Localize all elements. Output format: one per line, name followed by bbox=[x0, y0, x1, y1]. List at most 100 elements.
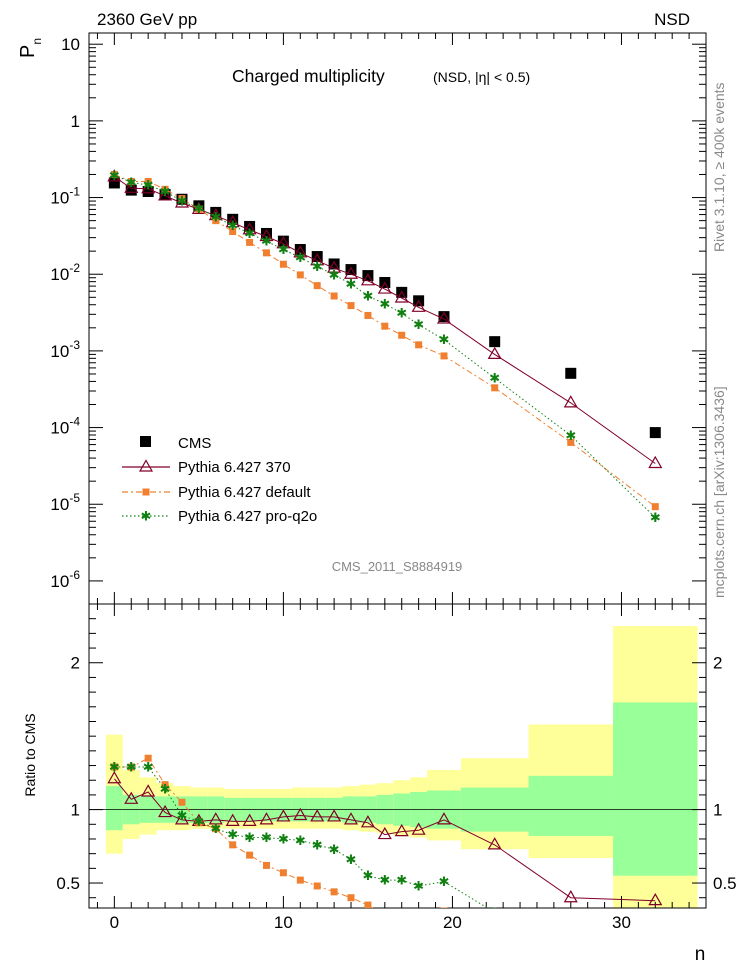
cms-data-point bbox=[311, 251, 323, 263]
ratio-data-point bbox=[411, 822, 426, 835]
mc-data-point bbox=[394, 290, 409, 303]
series-line bbox=[114, 176, 656, 464]
legend-label-cms: CMS bbox=[178, 435, 211, 452]
mc-data-point: ✱ bbox=[261, 234, 272, 249]
mc-data-point: ✱ bbox=[650, 510, 661, 525]
mc-data-point bbox=[330, 292, 338, 300]
ratio-data-point bbox=[330, 888, 338, 896]
mc-data-point bbox=[360, 273, 375, 286]
cms-data-point bbox=[142, 185, 154, 197]
ratio-data-point bbox=[313, 882, 321, 890]
mc-data-point bbox=[313, 282, 321, 290]
mc-data-point: ✱ bbox=[210, 209, 221, 224]
cms-data-point bbox=[260, 227, 272, 239]
plot-title: Charged multiplicity bbox=[232, 66, 385, 86]
y-axis-label-main-text: P bbox=[17, 45, 39, 58]
mc-data-point bbox=[161, 185, 169, 193]
ratio-uncertainty-bands bbox=[105, 626, 698, 908]
cms-data-point bbox=[565, 367, 577, 379]
mc-data-point bbox=[279, 260, 287, 268]
ratio-data-point bbox=[178, 798, 186, 806]
y-tick-label: 10-6 bbox=[50, 568, 80, 591]
y-axis-label-main-sub: n bbox=[30, 38, 44, 45]
band-inner-segment bbox=[613, 702, 698, 876]
x-tick-label: 30 bbox=[612, 913, 631, 932]
mc-data-point bbox=[124, 180, 139, 193]
legend-marker-default bbox=[142, 488, 150, 496]
mc-data-point: ✱ bbox=[177, 194, 188, 209]
ratio-data-point: ✱ bbox=[439, 874, 450, 889]
ratio-data-point: ✱ bbox=[160, 782, 171, 797]
mc-data-point bbox=[415, 341, 423, 349]
mc-data-point bbox=[310, 253, 325, 266]
x-tick-label: 10 bbox=[274, 913, 293, 932]
ratio-y-tick-label: 1 bbox=[71, 801, 80, 820]
ratio-data-point bbox=[141, 784, 156, 797]
mc-data-point bbox=[327, 260, 342, 273]
ratio-data-point: ✱ bbox=[413, 878, 424, 893]
mc-data-point bbox=[364, 311, 372, 319]
mc-data-point: ✱ bbox=[439, 332, 450, 347]
header-process: NSD bbox=[654, 10, 690, 29]
x-tick-labels: 0 10 20 30 bbox=[110, 913, 631, 932]
ratio-data-point: ✱ bbox=[143, 760, 154, 775]
ratio-data-point: ✱ bbox=[329, 842, 340, 857]
ratio-y-tick-label-right: 2 bbox=[713, 654, 722, 673]
y-tick-label: 10-2 bbox=[50, 261, 80, 284]
mc-data-point bbox=[246, 238, 254, 246]
mc-data-point: ✱ bbox=[329, 267, 340, 282]
side-label-mcplots: mcplots.cern.ch [arXiv:1306.3436] bbox=[711, 386, 727, 598]
ratio-data-point bbox=[242, 813, 257, 826]
mc-data-point: ✱ bbox=[396, 306, 407, 321]
ratio-data-point bbox=[259, 812, 274, 825]
mc-data-point: ✱ bbox=[193, 201, 204, 216]
ratio-data-point bbox=[648, 892, 663, 906]
ratio-data-point bbox=[110, 763, 118, 771]
ratio-data-point bbox=[343, 812, 359, 825]
mc-data-point bbox=[347, 302, 355, 310]
ratio-data-point: ✱ bbox=[295, 833, 306, 848]
ratio-y-tick-label: 2 bbox=[71, 654, 80, 673]
ratio-data-point bbox=[436, 812, 452, 825]
ratio-data-point: ✱ bbox=[126, 760, 137, 775]
ratio-data-point bbox=[293, 807, 308, 821]
cms-data-point bbox=[159, 188, 171, 200]
mc-data-point bbox=[491, 384, 499, 392]
y-tick-label: 10-1 bbox=[50, 185, 80, 208]
ratio-plot-series: ✱ ✱ ✱ ✱ ✱ ✱ ✱ ✱ ✱ ✱ ✱ ✱ ✱ ✱ ✱ ✱ ✱ ✱ ✱ ✱ ✱ bbox=[107, 754, 663, 919]
mc-data-point bbox=[229, 228, 237, 236]
mc-data-point: ✱ bbox=[295, 250, 306, 265]
mc-data-point bbox=[648, 455, 663, 469]
ratio-data-point: ✱ bbox=[346, 852, 357, 867]
ratio-data-point: ✱ bbox=[362, 868, 373, 883]
ratio-data-point bbox=[381, 912, 388, 919]
mc-data-point bbox=[436, 311, 452, 324]
ratio-data-point bbox=[225, 813, 240, 826]
ratio-data-point bbox=[347, 894, 355, 902]
legend-label-370: Pythia 6.427 370 bbox=[178, 459, 291, 476]
cms-data-point bbox=[277, 235, 289, 247]
mc-data-point: ✱ bbox=[362, 288, 373, 303]
ratio-data-point bbox=[360, 815, 375, 828]
ratio-data-point bbox=[310, 809, 325, 822]
mc-data-point bbox=[293, 245, 308, 258]
mc-data-point bbox=[651, 503, 659, 511]
legend-marker-cms bbox=[140, 436, 151, 447]
main-plot-y-ticks: 10-6 10-5 10-4 10-3 10-2 10-1 1 10 bbox=[50, 35, 706, 591]
mc-data-point bbox=[262, 249, 270, 257]
cms-data-point bbox=[489, 336, 501, 348]
ratio-data-point bbox=[296, 876, 304, 884]
cms-data-point bbox=[125, 184, 137, 196]
ratio-data-point bbox=[279, 869, 287, 877]
mc-data-point bbox=[343, 266, 359, 279]
cms-data-point bbox=[210, 206, 222, 218]
x-tick-label: 20 bbox=[443, 913, 462, 932]
ratio-y-tick-label-right: 1 bbox=[713, 801, 722, 820]
ratio-data-point bbox=[208, 812, 223, 825]
plot-subtitle: (NSD, |η| < 0.5) bbox=[433, 69, 530, 85]
mc-data-point bbox=[276, 236, 291, 249]
ratio-data-point: ✱ bbox=[227, 827, 238, 842]
cms-data-point bbox=[193, 200, 205, 212]
series-line bbox=[114, 174, 656, 508]
